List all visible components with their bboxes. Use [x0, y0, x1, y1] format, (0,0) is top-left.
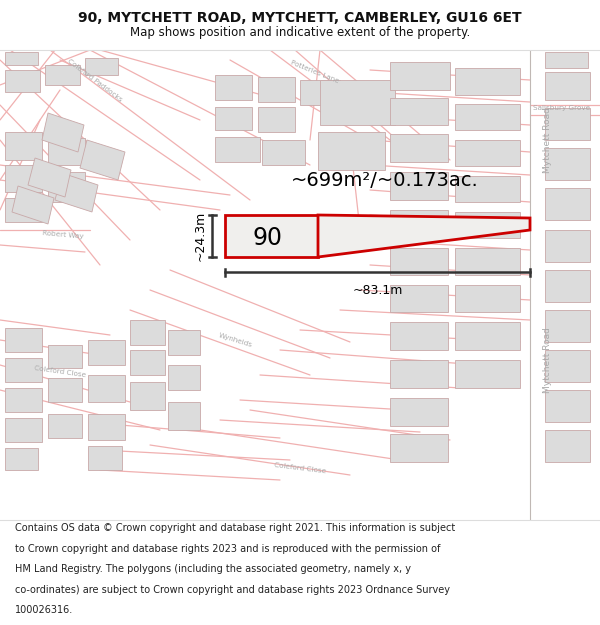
- Text: Contains OS data © Crown copyright and database right 2021. This information is : Contains OS data © Crown copyright and d…: [15, 523, 455, 533]
- Text: 100026316.: 100026316.: [15, 605, 73, 615]
- Polygon shape: [55, 173, 98, 212]
- Polygon shape: [545, 188, 590, 220]
- Text: ~83.1m: ~83.1m: [352, 284, 403, 297]
- Polygon shape: [5, 132, 42, 160]
- Text: Map shows position and indicative extent of the property.: Map shows position and indicative extent…: [130, 26, 470, 39]
- Text: Coleford Paddocks: Coleford Paddocks: [67, 58, 124, 102]
- Polygon shape: [88, 375, 125, 402]
- Polygon shape: [545, 430, 590, 462]
- Polygon shape: [258, 107, 295, 132]
- Text: Mytchett Road: Mytchett Road: [544, 327, 553, 393]
- Polygon shape: [545, 230, 590, 262]
- Polygon shape: [130, 320, 165, 345]
- Text: Salisbury Grove: Salisbury Grove: [533, 105, 590, 111]
- Polygon shape: [390, 285, 448, 312]
- Polygon shape: [48, 345, 82, 368]
- Polygon shape: [390, 248, 448, 275]
- Text: co-ordinates) are subject to Crown copyright and database rights 2023 Ordnance S: co-ordinates) are subject to Crown copyr…: [15, 584, 450, 594]
- Polygon shape: [48, 172, 85, 202]
- Text: Potteries Lane: Potteries Lane: [290, 59, 340, 84]
- Polygon shape: [5, 358, 42, 382]
- Bar: [530, 50, 600, 520]
- Text: Wynhelds: Wynhelds: [217, 332, 253, 348]
- Polygon shape: [215, 137, 260, 162]
- Polygon shape: [5, 198, 42, 222]
- Polygon shape: [5, 52, 38, 65]
- Text: to Crown copyright and database rights 2023 and is reproduced with the permissio: to Crown copyright and database rights 2…: [15, 544, 440, 554]
- Polygon shape: [215, 75, 252, 100]
- Text: Mytchett Road: Mytchett Road: [544, 107, 553, 173]
- Polygon shape: [390, 360, 448, 388]
- Polygon shape: [455, 285, 520, 312]
- Polygon shape: [5, 418, 42, 442]
- Polygon shape: [5, 448, 38, 470]
- Polygon shape: [168, 365, 200, 390]
- Polygon shape: [5, 388, 42, 412]
- Polygon shape: [5, 328, 42, 352]
- Text: Robert Way: Robert Way: [42, 230, 84, 240]
- Polygon shape: [42, 113, 84, 152]
- Polygon shape: [45, 65, 80, 85]
- Polygon shape: [545, 148, 590, 180]
- Text: Coleford Close: Coleford Close: [274, 462, 326, 474]
- Polygon shape: [12, 186, 54, 224]
- Polygon shape: [455, 322, 520, 350]
- Polygon shape: [5, 70, 40, 92]
- Text: 90: 90: [253, 226, 283, 250]
- Polygon shape: [168, 402, 200, 430]
- Polygon shape: [320, 80, 395, 125]
- Polygon shape: [390, 210, 448, 238]
- Polygon shape: [168, 330, 200, 355]
- Polygon shape: [390, 134, 448, 162]
- Text: ~24.3m: ~24.3m: [194, 211, 207, 261]
- Polygon shape: [545, 52, 588, 68]
- Polygon shape: [455, 212, 520, 238]
- Polygon shape: [215, 107, 252, 130]
- Polygon shape: [48, 414, 82, 438]
- Polygon shape: [258, 77, 295, 102]
- Polygon shape: [318, 215, 530, 257]
- Polygon shape: [88, 414, 125, 440]
- Polygon shape: [390, 322, 448, 350]
- Polygon shape: [545, 350, 590, 382]
- Text: 90, MYTCHETT ROAD, MYTCHETT, CAMBERLEY, GU16 6ET: 90, MYTCHETT ROAD, MYTCHETT, CAMBERLEY, …: [78, 11, 522, 25]
- Polygon shape: [455, 360, 520, 388]
- Polygon shape: [130, 382, 165, 410]
- Text: HM Land Registry. The polygons (including the associated geometry, namely x, y: HM Land Registry. The polygons (includin…: [15, 564, 411, 574]
- Polygon shape: [455, 140, 520, 166]
- Polygon shape: [350, 83, 388, 108]
- Polygon shape: [28, 158, 71, 197]
- Polygon shape: [130, 350, 165, 375]
- Polygon shape: [390, 398, 448, 426]
- Text: ~699m²/~0.173ac.: ~699m²/~0.173ac.: [291, 171, 479, 189]
- Polygon shape: [48, 138, 85, 165]
- Polygon shape: [88, 446, 122, 470]
- Polygon shape: [455, 176, 520, 202]
- Polygon shape: [80, 140, 125, 180]
- Polygon shape: [48, 378, 82, 402]
- Polygon shape: [390, 434, 448, 462]
- Polygon shape: [225, 215, 318, 257]
- Polygon shape: [390, 172, 448, 200]
- Polygon shape: [455, 68, 520, 95]
- Polygon shape: [545, 310, 590, 342]
- Polygon shape: [5, 165, 42, 192]
- Polygon shape: [390, 98, 448, 125]
- Polygon shape: [455, 248, 520, 275]
- Polygon shape: [545, 390, 590, 422]
- Polygon shape: [390, 62, 450, 90]
- Polygon shape: [318, 132, 385, 170]
- Polygon shape: [262, 140, 305, 165]
- Polygon shape: [545, 108, 590, 140]
- Text: Coleford Close: Coleford Close: [34, 366, 86, 379]
- Polygon shape: [545, 270, 590, 302]
- Polygon shape: [300, 80, 340, 105]
- Polygon shape: [455, 104, 520, 130]
- Polygon shape: [85, 58, 118, 75]
- Polygon shape: [88, 340, 125, 365]
- Polygon shape: [545, 72, 590, 100]
